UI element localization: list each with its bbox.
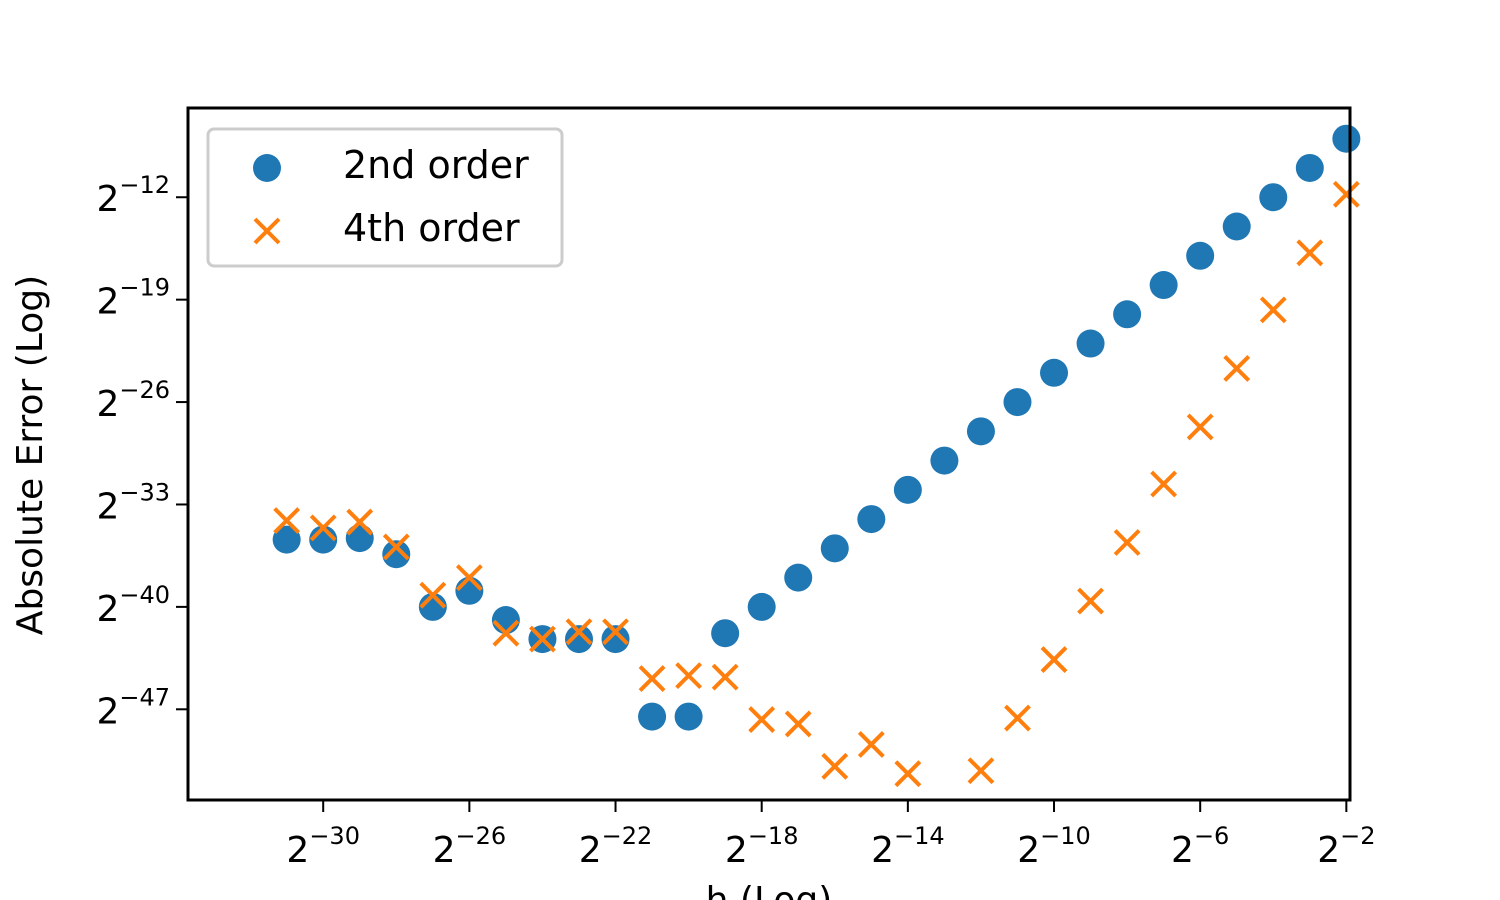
point-2nd-order xyxy=(564,625,593,654)
point-4th-order xyxy=(346,508,374,536)
point-4th-order xyxy=(1259,296,1287,324)
point-4th-order xyxy=(1004,704,1031,732)
x-tick-label: 2−18 xyxy=(725,822,799,871)
y-tick-label: 2−26 xyxy=(96,376,170,425)
point-4th-order xyxy=(1077,587,1104,615)
point-4th-order xyxy=(821,752,849,780)
point-4th-order xyxy=(1186,413,1214,441)
point-4th-order xyxy=(1332,180,1360,208)
point-4th-order xyxy=(492,619,520,647)
point-2nd-order xyxy=(857,505,886,534)
point-4th-order xyxy=(784,710,812,738)
y-axis: 2−12 2−19 2−26 2−33 2−40 2−47 xyxy=(96,171,188,732)
point-4th-order xyxy=(565,618,593,646)
point-2nd-order xyxy=(1113,300,1142,329)
point-4th-order xyxy=(455,564,483,592)
legend-marker-4th-order xyxy=(253,217,281,245)
legend-label-4th-order: 4th order xyxy=(343,206,520,250)
point-4th-order xyxy=(638,665,666,692)
point-2nd-order xyxy=(747,592,776,621)
point-4th-order xyxy=(1150,470,1178,498)
point-2nd-order xyxy=(966,417,995,446)
x-tick-label: 2−26 xyxy=(433,822,507,871)
y-tick-label: 2−40 xyxy=(96,581,170,630)
point-2nd-order xyxy=(601,625,630,654)
point-4th-order xyxy=(382,533,410,561)
point-4th-order xyxy=(967,757,995,785)
point-2nd-order xyxy=(1076,329,1105,358)
y-tick-label: 2−47 xyxy=(96,683,170,732)
point-2nd-order xyxy=(711,619,740,648)
point-2nd-order xyxy=(1149,271,1178,300)
x-tick-label: 2−30 xyxy=(286,822,360,871)
point-2nd-order xyxy=(272,525,301,554)
point-2nd-order xyxy=(1003,388,1032,417)
point-4th-order xyxy=(675,662,703,690)
y-tick-label: 2−19 xyxy=(96,274,170,323)
y-tick-label: 2−12 xyxy=(96,171,170,220)
point-2nd-order xyxy=(382,540,411,569)
point-2nd-order xyxy=(893,475,922,504)
point-4th-order xyxy=(273,507,301,534)
x-tick-label: 2−14 xyxy=(871,822,945,871)
point-2nd-order xyxy=(345,524,374,553)
point-2nd-order xyxy=(491,606,520,635)
point-2nd-order xyxy=(1040,358,1069,387)
point-4th-order xyxy=(602,618,629,646)
point-2nd-order xyxy=(455,576,484,605)
point-4th-order xyxy=(1223,355,1251,382)
point-2nd-order xyxy=(1332,124,1361,153)
x-tick-label: 2−10 xyxy=(1017,822,1091,871)
legend-label-2nd-order: 2nd order xyxy=(343,143,529,187)
legend-box xyxy=(206,127,564,268)
point-2nd-order xyxy=(1295,153,1324,182)
point-2nd-order xyxy=(820,534,849,563)
point-2nd-order xyxy=(1259,183,1288,212)
point-4th-order xyxy=(1040,646,1068,673)
x-tick-label: 2−6 xyxy=(1171,822,1229,871)
point-4th-order xyxy=(894,760,922,788)
legend: 2nd order 4th order xyxy=(206,127,564,268)
point-2nd-order xyxy=(674,702,703,731)
plot-area xyxy=(272,124,1361,788)
x-axis-label: h (Log) xyxy=(706,880,833,900)
point-4th-order xyxy=(748,706,776,733)
point-4th-order xyxy=(419,581,447,609)
point-4th-order xyxy=(1113,529,1141,556)
y-tick-label: 2−33 xyxy=(96,478,170,527)
legend-marker-2nd-order xyxy=(253,154,281,182)
point-4th-order xyxy=(309,514,337,542)
point-4th-order xyxy=(711,663,739,691)
point-2nd-order xyxy=(784,563,813,592)
point-2nd-order xyxy=(1222,212,1251,241)
x-axis: 2−30 2−26 2−22 2−18 2−14 2−10 2−6 2−2 xyxy=(286,800,1375,871)
point-4th-order xyxy=(857,730,885,758)
point-2nd-order xyxy=(1186,241,1215,270)
point-2nd-order xyxy=(638,702,667,731)
x-tick-label: 2−2 xyxy=(1317,822,1375,871)
y-axis-label: Absolute Error (Log) xyxy=(10,275,51,635)
point-2nd-order xyxy=(930,446,959,475)
point-4th-order xyxy=(1296,239,1324,267)
plot-frame xyxy=(186,106,1352,802)
point-4th-order xyxy=(529,625,556,653)
x-tick-label: 2−22 xyxy=(579,822,653,871)
